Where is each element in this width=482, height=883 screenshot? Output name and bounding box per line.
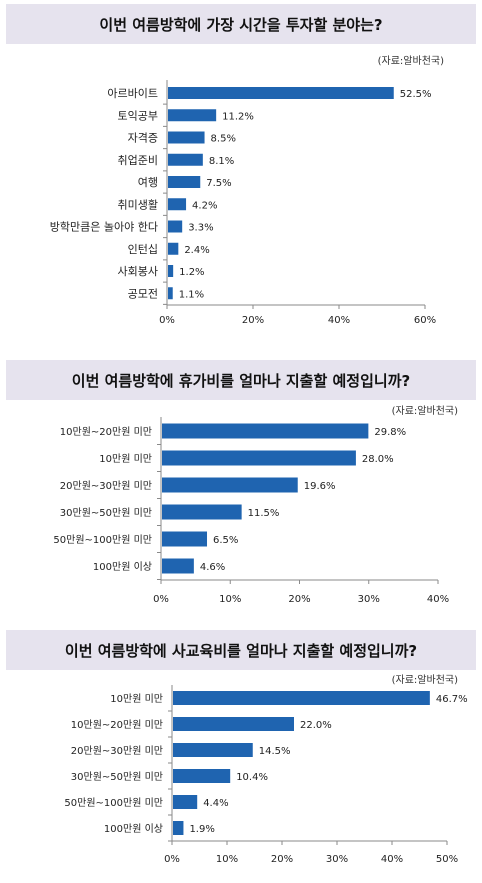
category-label: 50만원~100만원 미만 [53,534,152,546]
bar [173,691,430,705]
bar [168,153,203,166]
category-label: 30만원~50만원 미만 [60,507,152,519]
bar [173,795,198,809]
category-label: 토익공부 [118,109,158,122]
data-label: 14.5% [259,746,291,757]
category-label: 사회봉사 [118,265,158,278]
chart-source: (자료:알바천국) [377,56,444,67]
chart-source: (자료:알바천국) [391,406,458,417]
category-label: 인턴십 [128,243,158,256]
x-tick-label: 30% [358,594,380,605]
x-tick-label: 0% [153,594,169,605]
chart-title: 이번 여름방학에 휴가비를 얼마나 지출할 예정입니까? [6,360,476,400]
bar [168,242,179,255]
data-label: 29.8% [374,427,406,438]
category-label: 10만원 미만 [99,453,152,465]
x-tick-label: 20% [288,594,310,605]
data-label: 10.4% [236,772,268,783]
bar [162,450,356,466]
x-tick-label: 40% [381,854,403,865]
chart-source: (자료:알바천국) [391,675,458,686]
x-tick-label: 0% [164,854,180,865]
data-label: 28.0% [362,454,394,465]
bar [173,769,231,783]
category-label: 취업준비 [118,154,158,167]
category-label: 100만원 이상 [93,561,152,573]
category-label: 10만원~20만원 미만 [71,719,163,731]
bar [168,131,205,144]
data-label: 3.3% [188,223,213,234]
bar [173,743,253,757]
bar [162,558,194,574]
bar [168,109,217,122]
x-tick-label: 0% [159,315,175,326]
category-label: 30만원~50만원 미만 [71,771,163,783]
category-label: 20만원~30만원 미만 [71,745,163,757]
bar [162,504,242,520]
category-label: 공모전 [128,287,158,300]
data-label: 6.5% [213,535,238,546]
data-label: 7.5% [206,178,231,189]
x-tick-label: 40% [427,594,449,605]
data-label: 19.6% [304,481,336,492]
category-label: 취미생활 [118,197,158,211]
data-label: 1.1% [179,289,204,300]
data-label: 22.0% [300,720,332,731]
category-label: 50만원~100만원 미만 [64,797,163,809]
x-tick-label: 20% [242,315,264,326]
category-label: 100만원 이상 [104,823,163,835]
category-label: 여행 [138,176,158,189]
data-label: 11.5% [248,508,280,519]
data-label: 4.2% [192,200,217,211]
bar [168,287,173,300]
data-label: 4.4% [203,798,228,809]
bar [168,265,174,277]
bar [162,423,369,439]
bar [168,198,187,211]
data-label: 1.9% [189,824,214,835]
chart-title: 이번 여름방학에 가장 시간을 투자할 분야는? [6,4,476,44]
bar [162,531,208,547]
category-label: 10만원 미만 [110,693,163,705]
x-tick-label: 40% [328,315,350,326]
data-label: 1.2% [179,267,204,278]
data-label: 52.5% [400,89,432,100]
x-tick-label: 10% [219,594,241,605]
data-label: 2.4% [184,245,209,256]
bar [162,477,298,493]
bar [168,176,201,188]
category-label: 10만원~20만원 미만 [60,426,152,438]
category-label: 방학만큼은 놀아야 한다 [50,221,158,234]
bar [168,87,394,99]
category-label: 자격증 [128,132,158,145]
bar [173,821,184,835]
category-label: 20만원~30만원 미만 [60,480,152,492]
bar [173,717,294,731]
data-label: 8.5% [211,134,236,145]
bar-chart-1: 0% 20% 40% 60% 아르바이트 52.5% 토익공부 11.2% 자격증 8.5% 취업준… [50,80,436,326]
x-tick-label: 50% [436,854,458,865]
x-tick-label: 60% [414,315,436,326]
chart-title: 이번 여름방학에 사교육비를 얼마나 지출할 예정입니까? [6,630,476,670]
x-tick-label: 20% [271,854,293,865]
bar [168,220,183,233]
category-label: 아르바이트 [107,87,158,100]
data-label: 8.1% [209,156,234,167]
x-tick-label: 30% [326,854,348,865]
data-label: 4.6% [200,562,225,573]
x-tick-label: 10% [216,854,238,865]
data-label: 46.7% [436,694,468,705]
bar-chart-2: 0% 10% 20% 30% 40% 10만원~20만원 미만 29.8% 10만원 미만 28… [53,417,449,605]
data-label: 11.2% [222,111,254,122]
